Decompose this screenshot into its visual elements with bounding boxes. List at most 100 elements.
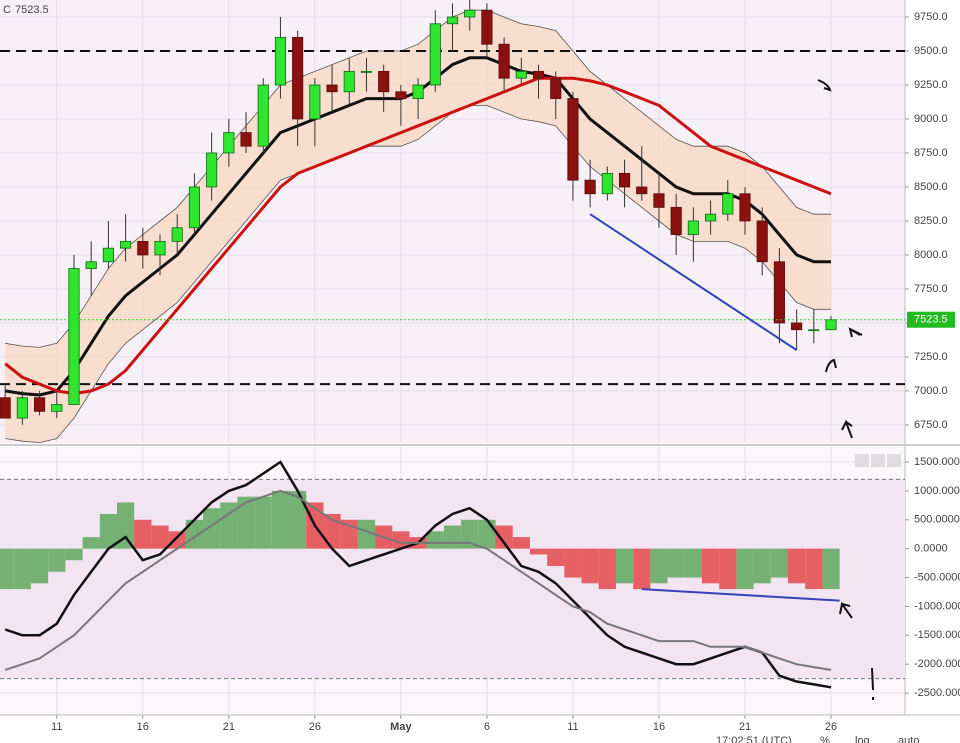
candle-body (188, 186, 200, 229)
series-line (4, 489, 832, 671)
histogram-bar (770, 548, 789, 578)
histogram-bar (598, 548, 616, 590)
panel-buttons (855, 454, 901, 467)
candle-body (51, 404, 63, 412)
candle-body (722, 193, 734, 215)
arrow (841, 419, 853, 439)
y-tick-label: 8250.0 (914, 215, 948, 227)
candle-body (395, 91, 407, 99)
candle-body (567, 98, 579, 181)
histogram-bar (220, 502, 238, 549)
histogram-bar (753, 548, 771, 584)
x-tick-label: 11 (51, 721, 62, 733)
x-tick-label: 26 (825, 721, 837, 733)
exclamation (871, 667, 874, 700)
y-tick-label: 6750.0 (914, 419, 948, 431)
toolbar-log[interactable]: log (855, 735, 870, 743)
candle-body (756, 220, 768, 263)
histogram-bar (529, 548, 548, 555)
histogram-bar (495, 525, 513, 549)
candle-body (687, 220, 699, 235)
y-tick-label: 8000.0 (914, 249, 948, 261)
histogram-bar (736, 548, 754, 590)
candle-body (825, 319, 837, 331)
histogram-bar (134, 519, 152, 549)
toolbar-percent[interactable]: % (820, 735, 830, 743)
candle-body (85, 261, 97, 269)
y-tick-label: 7750.0 (914, 283, 948, 295)
button[interactable] (887, 454, 901, 467)
histogram-bar (48, 548, 66, 572)
histogram-bar (13, 548, 31, 590)
candle-body (120, 240, 132, 249)
arrow (817, 79, 832, 92)
candle-body (773, 261, 785, 324)
last-label: C (3, 4, 11, 16)
histogram-bar (581, 548, 599, 584)
histogram-bar (116, 502, 135, 549)
x-tick-label: 16 (653, 721, 665, 733)
last-value: 7523.5 (15, 4, 49, 16)
histogram-bar (822, 548, 840, 590)
last-price-tag (907, 311, 955, 328)
candle-body (791, 322, 803, 331)
x-tick-label: 21 (223, 721, 235, 733)
candle-body (309, 84, 321, 120)
candle-body (498, 43, 510, 79)
histogram-bar (203, 508, 221, 549)
y-tick-label: -1500.0000 (914, 629, 960, 641)
candle-body (532, 70, 545, 79)
x-tick-label: 16 (137, 721, 149, 733)
histogram-bar (667, 548, 685, 578)
candle-body (515, 70, 527, 79)
button[interactable] (855, 454, 869, 467)
toolbar-auto[interactable]: auto (898, 735, 919, 743)
candle-body (0, 397, 11, 419)
candle-body (223, 132, 235, 154)
candle-body (739, 193, 751, 222)
candle-body (137, 240, 149, 256)
histogram-bar (254, 496, 272, 549)
toolbar-time: 17:02:51 (UTC) (716, 735, 792, 743)
y-tick-label: 9000.0 (914, 113, 948, 125)
candle-body (705, 213, 717, 222)
candle-body (206, 152, 218, 188)
y-tick-label: 0.0000 (914, 543, 948, 555)
y-tick-label: 8750.0 (914, 147, 948, 159)
histogram-bar (151, 525, 169, 549)
y-tick-label: 1500.0000 (914, 456, 960, 468)
candle-body (601, 172, 613, 195)
candle-body (464, 9, 476, 18)
arrow (848, 327, 863, 338)
x-tick-label: 26 (309, 721, 321, 733)
histogram-bar (0, 548, 14, 590)
histogram-bar (443, 525, 462, 549)
histogram-bar (547, 548, 565, 566)
x-tick-label: 21 (739, 721, 751, 733)
histogram-bar (426, 531, 444, 549)
trendline (641, 588, 840, 602)
y-tick-label: 9500.0 (914, 45, 948, 57)
y-tick-label: -2000.0000 (914, 658, 960, 670)
histogram-bar (684, 548, 702, 578)
hand-annotations (817, 79, 874, 700)
candle-body (481, 9, 493, 45)
y-tick-label: 9250.0 (914, 79, 948, 91)
candle-body (154, 240, 166, 256)
candle-body (16, 397, 28, 419)
candle-body (274, 36, 287, 86)
histogram-bar (323, 514, 341, 549)
histogram-bar (65, 548, 83, 561)
button[interactable] (871, 454, 885, 467)
candle-body (412, 84, 424, 99)
histogram-bar (615, 548, 634, 584)
histogram-bar (271, 490, 290, 549)
y-tick-label: -1000.0000 (914, 600, 960, 612)
y-tick-label: 9750.0 (914, 11, 948, 23)
histogram-bar (289, 490, 307, 549)
histogram-bar (478, 519, 496, 549)
band-area (5, 10, 831, 443)
histogram-bar (650, 548, 668, 584)
histogram-bar (392, 531, 410, 549)
